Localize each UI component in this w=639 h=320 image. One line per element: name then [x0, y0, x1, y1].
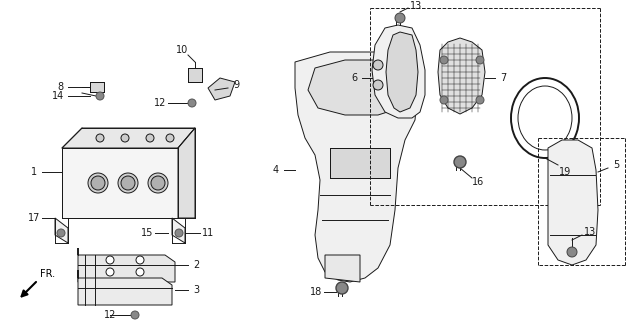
Circle shape — [440, 56, 448, 64]
Polygon shape — [308, 60, 408, 115]
Polygon shape — [295, 52, 418, 282]
Circle shape — [121, 176, 135, 190]
Circle shape — [175, 229, 183, 237]
Circle shape — [106, 256, 114, 264]
Circle shape — [57, 229, 65, 237]
Polygon shape — [62, 128, 195, 148]
Text: 11: 11 — [202, 228, 214, 238]
Circle shape — [96, 92, 104, 100]
Text: 4: 4 — [273, 165, 279, 175]
Text: 5: 5 — [613, 160, 619, 170]
Text: 18: 18 — [310, 287, 322, 297]
Circle shape — [373, 60, 383, 70]
Polygon shape — [386, 32, 418, 112]
Text: 3: 3 — [193, 285, 199, 295]
Polygon shape — [548, 140, 598, 265]
Text: 7: 7 — [500, 73, 506, 83]
Text: 19: 19 — [559, 167, 571, 177]
Circle shape — [373, 80, 383, 90]
Circle shape — [131, 311, 139, 319]
Text: 10: 10 — [176, 45, 188, 55]
Circle shape — [476, 96, 484, 104]
Text: 17: 17 — [28, 213, 40, 223]
Circle shape — [106, 268, 114, 276]
Polygon shape — [438, 38, 485, 114]
Text: 16: 16 — [472, 177, 484, 187]
Text: 9: 9 — [233, 80, 239, 90]
Circle shape — [395, 13, 405, 23]
Circle shape — [88, 173, 108, 193]
Circle shape — [136, 256, 144, 264]
Circle shape — [476, 56, 484, 64]
Circle shape — [151, 176, 165, 190]
Polygon shape — [325, 255, 360, 282]
Circle shape — [336, 282, 348, 294]
Circle shape — [121, 134, 129, 142]
Polygon shape — [55, 218, 68, 243]
Circle shape — [166, 134, 174, 142]
Text: 13: 13 — [410, 1, 422, 11]
Text: 13: 13 — [584, 227, 596, 237]
Circle shape — [118, 173, 138, 193]
Polygon shape — [78, 248, 175, 282]
Circle shape — [148, 173, 168, 193]
Polygon shape — [90, 82, 104, 92]
Circle shape — [136, 268, 144, 276]
Circle shape — [188, 99, 196, 107]
Polygon shape — [62, 148, 178, 218]
Circle shape — [567, 247, 577, 257]
Text: 1: 1 — [31, 167, 37, 177]
Circle shape — [440, 96, 448, 104]
Text: 6: 6 — [351, 73, 357, 83]
Text: 15: 15 — [141, 228, 153, 238]
Polygon shape — [330, 148, 390, 178]
Text: 14: 14 — [52, 91, 64, 101]
Text: 8: 8 — [57, 82, 63, 92]
Circle shape — [454, 156, 466, 168]
Text: FR.: FR. — [40, 269, 56, 279]
Polygon shape — [78, 270, 172, 305]
Circle shape — [146, 134, 154, 142]
Text: 12: 12 — [154, 98, 166, 108]
Polygon shape — [178, 128, 195, 218]
Text: 12: 12 — [104, 310, 116, 320]
Text: 2: 2 — [193, 260, 199, 270]
Polygon shape — [188, 68, 202, 82]
Circle shape — [91, 176, 105, 190]
Polygon shape — [372, 25, 425, 118]
Polygon shape — [208, 78, 235, 100]
Polygon shape — [172, 218, 185, 243]
Circle shape — [96, 134, 104, 142]
